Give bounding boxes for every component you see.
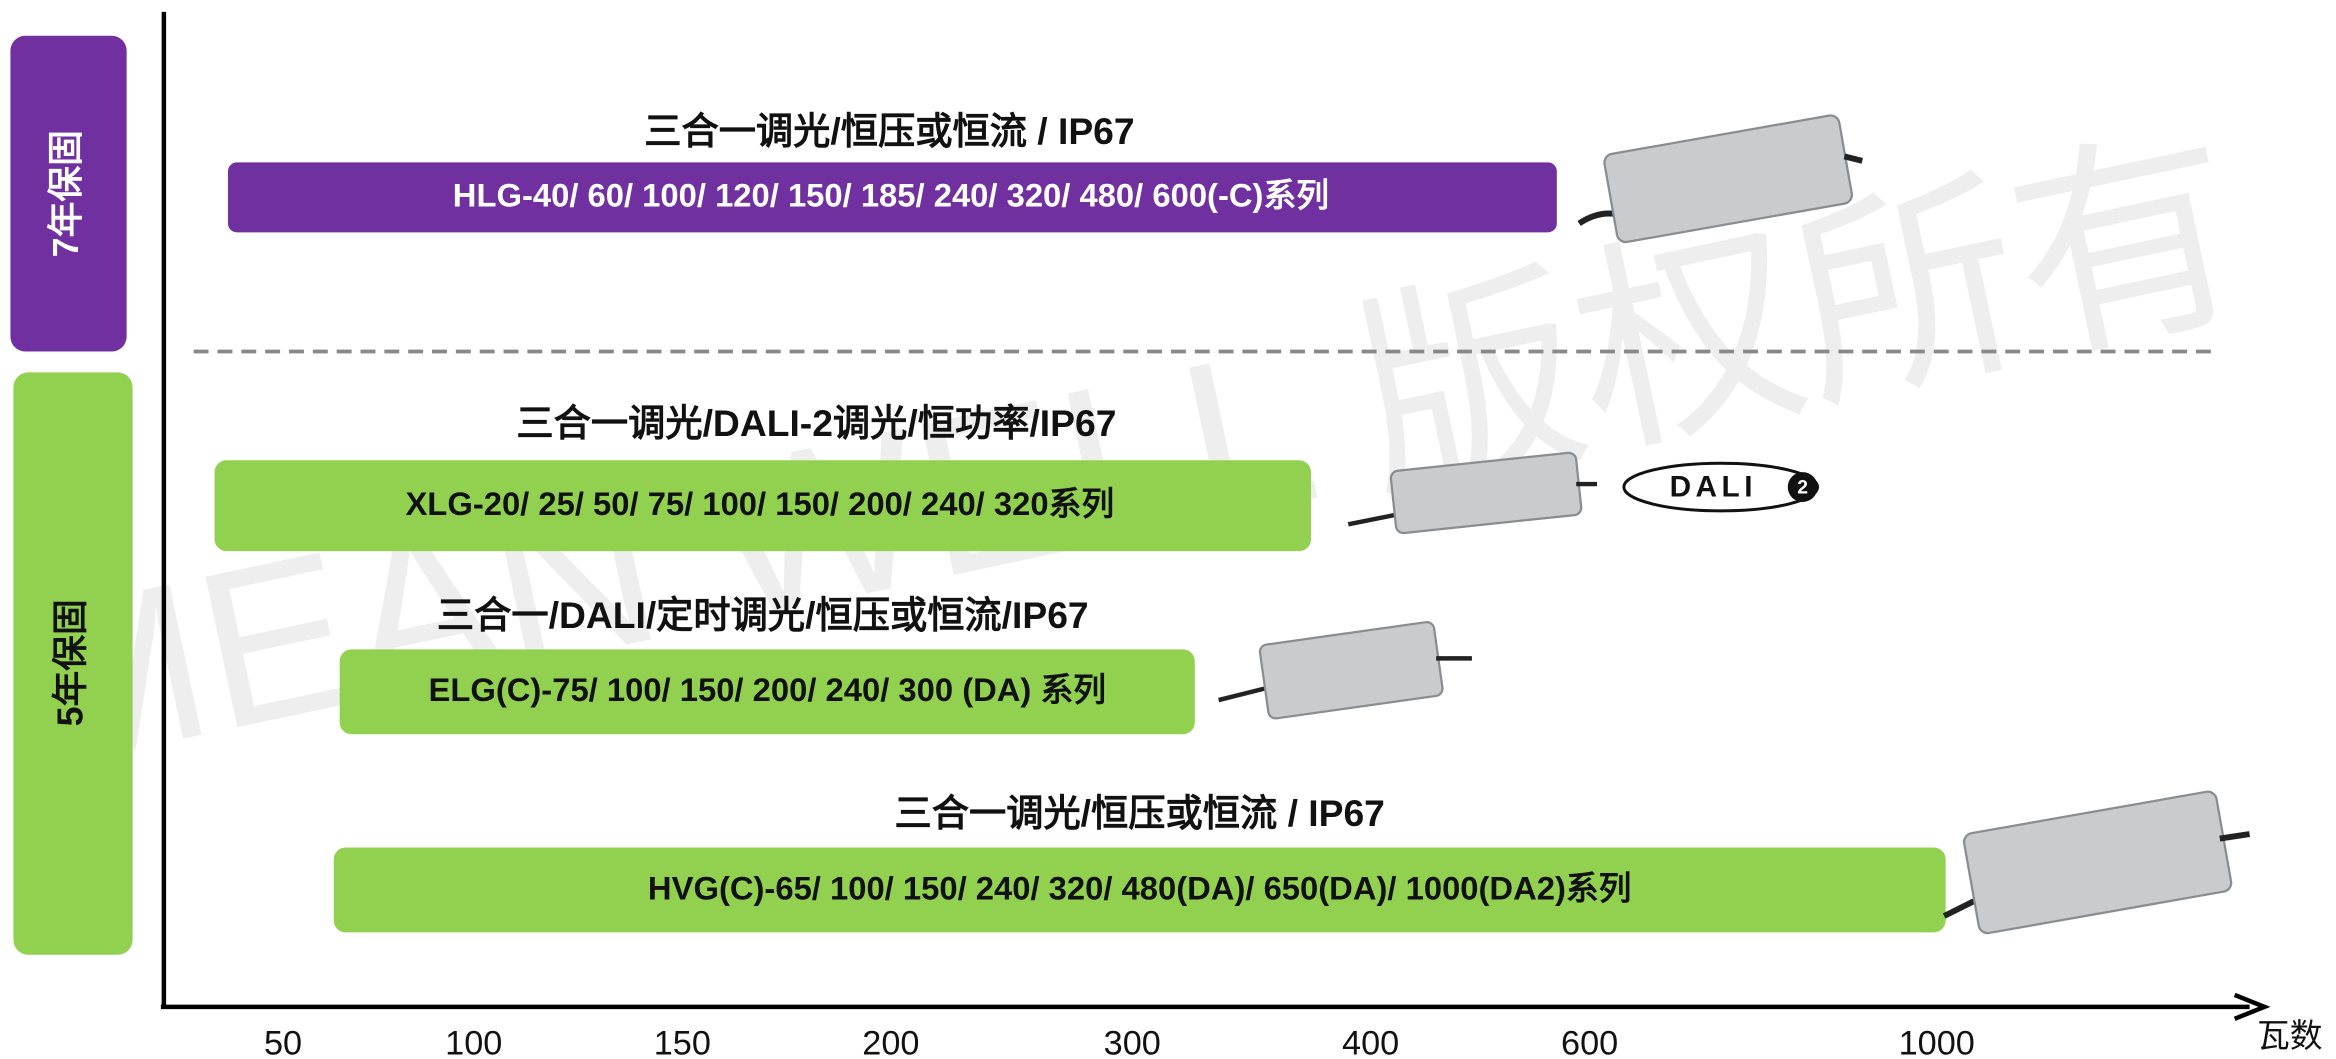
series-bar	[227, 162, 1557, 233]
series-title: 三合一调光/恒压或恒流 / IP67	[895, 792, 1385, 834]
x-tick-label: 1000	[1899, 1025, 1975, 1059]
series-label: ELG(C)-75/ 100/ 150/ 200/ 240/ 300 (DA) …	[428, 671, 1106, 708]
warranty-label: 5年保固	[50, 599, 90, 726]
dali-text: DALI	[1670, 470, 1757, 503]
dali-superscript: 2	[1797, 477, 1808, 499]
series-label: HVG(C)-65/ 100/ 150/ 240/ 320/ 480(DA)/ …	[648, 869, 1632, 906]
x-tick-label: 400	[1342, 1025, 1399, 1059]
product-image	[1347, 451, 1598, 535]
series-title: 三合一调光/DALI-2调光/恒功率/IP67	[516, 402, 1116, 444]
warranty-box	[10, 35, 127, 352]
x-tick-label: 50	[264, 1025, 302, 1059]
series-bar	[214, 460, 1312, 552]
warranty-box	[13, 372, 133, 955]
series-title: 三合一调光/恒压或恒流 / IP67	[644, 110, 1134, 152]
warranty-label: 7年保固	[46, 130, 86, 257]
x-tick-label: 200	[862, 1025, 919, 1059]
series-label: XLG-20/ 25/ 50/ 75/ 100/ 150/ 200/ 240/ …	[405, 485, 1114, 522]
product-image	[1218, 620, 1472, 720]
product-image	[1577, 114, 1863, 244]
x-tick-label: 100	[445, 1025, 502, 1059]
x-tick-label: 300	[1104, 1025, 1161, 1059]
product-image	[1942, 790, 2251, 935]
series-title: 三合一/DALI/定时调光/恒压或恒流/IP67	[437, 594, 1089, 636]
dali-logo: DALI 2	[1622, 461, 1820, 513]
axis-arrow	[2233, 992, 2271, 1021]
x-tick-label: 150	[654, 1025, 711, 1059]
x-tick-label: 600	[1561, 1025, 1618, 1059]
series-bar	[333, 847, 1946, 933]
x-ticks: 50 100 150 200 300 400 600 1000	[264, 1025, 1975, 1059]
series-bar	[339, 649, 1195, 735]
series-label: HLG-40/ 60/ 100/ 120/ 150/ 185/ 240/ 320…	[453, 177, 1329, 214]
axis-unit: 瓦数	[2257, 1017, 2323, 1054]
